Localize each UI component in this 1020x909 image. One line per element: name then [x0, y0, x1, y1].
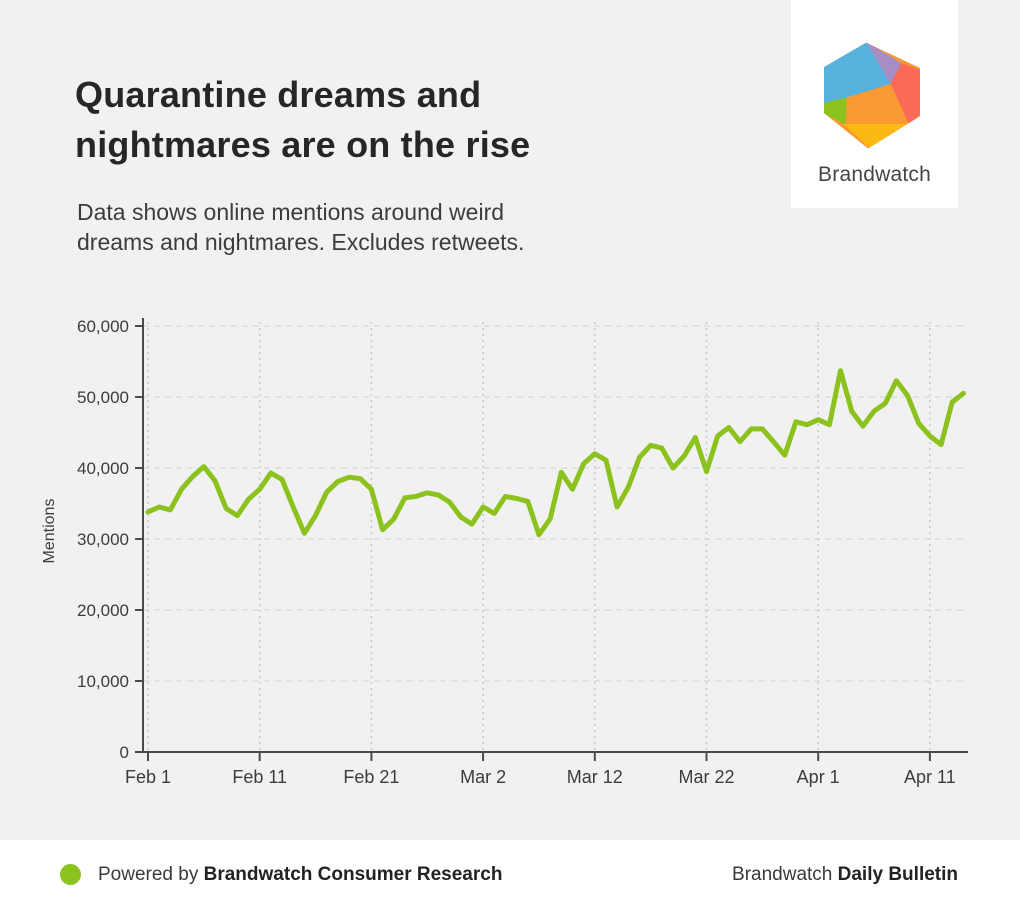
subtitle-line-1: Data shows online mentions around weird: [77, 199, 505, 225]
bulletin-credit: Brandwatch Daily Bulletin: [732, 864, 958, 886]
y-tick-label: 40,000: [77, 459, 129, 478]
mentions-series-line: [145, 368, 966, 538]
brandwatch-hexagon-icon: [824, 42, 921, 149]
powered-by-text: Powered by Brandwatch Consumer Research: [98, 864, 502, 886]
bulletin-name: Daily Bulletin: [837, 863, 958, 885]
y-axis-title: Mentions: [41, 498, 58, 564]
brandwatch-logo-box: Brandwatch: [791, 0, 958, 208]
y-tick-label: 50,000: [77, 388, 129, 407]
footer-bar: Powered by Brandwatch Consumer Research …: [0, 840, 1020, 909]
x-tick-label: Apr 11: [904, 767, 956, 787]
y-tick-label: 0: [120, 743, 129, 762]
powered-by-prefix: Powered by: [98, 863, 204, 885]
x-tick-label: Feb 21: [343, 767, 399, 787]
y-tick-label: 10,000: [77, 672, 129, 691]
x-tick-label: Feb 11: [232, 767, 287, 787]
x-tick-label: Mar 22: [678, 767, 734, 787]
powered-by-credit: Powered by Brandwatch Consumer Research: [60, 864, 502, 886]
x-tick-label: Feb 1: [125, 767, 171, 787]
subtitle-line-2: dreams and nightmares. Excludes retweets…: [77, 229, 525, 255]
x-tick-label: Mar 12: [567, 767, 623, 787]
y-tick-label: 20,000: [77, 601, 129, 620]
brandwatch-dot-icon: [60, 864, 81, 885]
x-tick-label: Mar 2: [460, 767, 506, 787]
brandwatch-logo-label: Brandwatch: [818, 163, 931, 186]
page-title: Quarantine dreams and nightmares are on …: [75, 74, 531, 165]
y-tick-label: 60,000: [77, 317, 129, 336]
x-tick-label: Apr 1: [797, 767, 840, 787]
bulletin-prefix: Brandwatch: [732, 863, 838, 885]
powered-by-product: Brandwatch Consumer Research: [203, 863, 503, 885]
page-subtitle: Data shows online mentions around weird d…: [77, 197, 524, 257]
y-tick-label: 30,000: [77, 530, 129, 549]
